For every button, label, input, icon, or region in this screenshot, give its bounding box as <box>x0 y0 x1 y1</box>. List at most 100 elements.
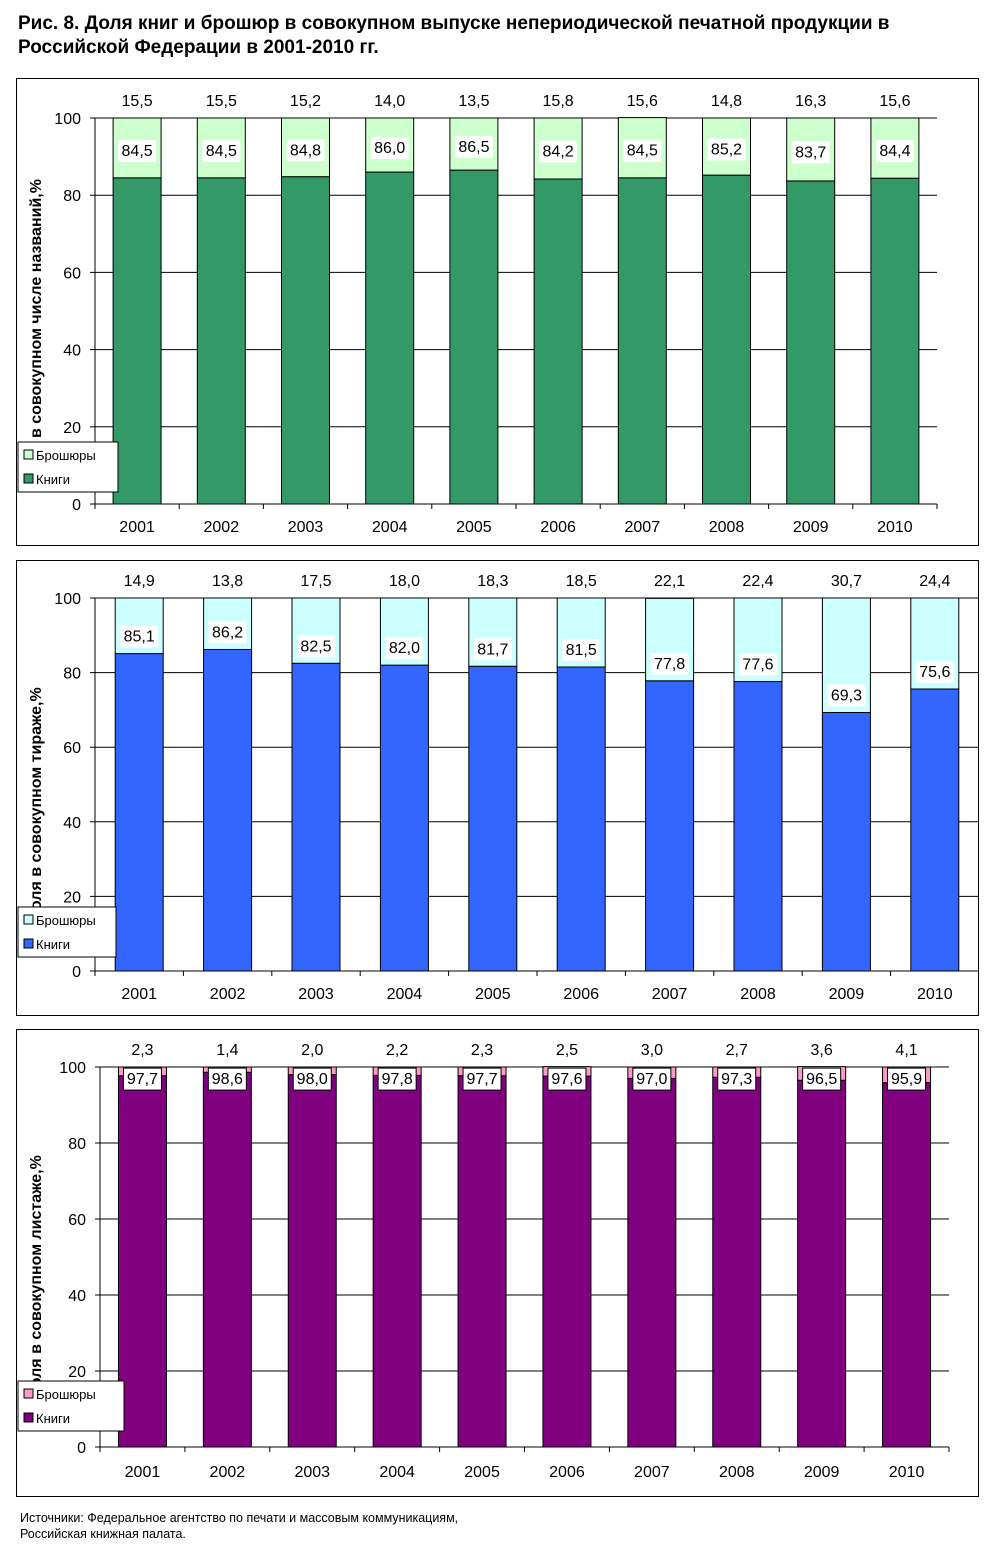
data-label-books: 98,0 <box>297 1071 328 1088</box>
legend-swatch-books <box>23 938 34 949</box>
bar-books <box>786 180 836 505</box>
x-tick-label: 2001 <box>121 986 157 1003</box>
data-label-brochures: 15,5 <box>206 93 237 110</box>
x-tick-label: 2001 <box>125 1464 161 1481</box>
data-label-brochures: 2,5 <box>556 1042 578 1059</box>
data-label-brochures: 15,5 <box>122 93 153 110</box>
data-label-brochures: 14,0 <box>374 93 405 110</box>
x-tick-label: 2004 <box>379 1464 415 1481</box>
data-label-bg <box>915 661 954 684</box>
data-label-books: 86,5 <box>458 139 489 156</box>
x-tick-label: 2002 <box>210 1464 246 1481</box>
data-label-brochures: 17,5 <box>300 573 331 590</box>
data-label-books: 75,6 <box>919 664 950 681</box>
data-label-books: 96,5 <box>806 1071 837 1088</box>
data-label-books: 84,8 <box>290 142 321 159</box>
x-tick-label: 2003 <box>288 519 324 536</box>
y-axis-title: Доля в совокупном тираже,% <box>28 687 45 921</box>
data-label-books: 84,2 <box>543 143 574 160</box>
data-label-bg <box>120 625 159 648</box>
data-label-brochures: 2,0 <box>301 1042 323 1059</box>
data-label-brochures: 2,3 <box>131 1042 153 1059</box>
data-label-bg <box>539 140 578 163</box>
y-tick-label: 80 <box>68 1136 86 1153</box>
bar-books <box>702 174 751 505</box>
data-label-brochures: 22,4 <box>742 573 773 590</box>
bar-books <box>533 178 583 505</box>
y-tick-label: 80 <box>63 188 81 205</box>
data-label-brochures: 13,5 <box>458 93 489 110</box>
y-tick-label: 40 <box>68 1288 86 1305</box>
data-label-books: 84,4 <box>879 143 910 160</box>
bar-books <box>627 1077 677 1448</box>
data-label-brochures: 2,7 <box>726 1042 748 1059</box>
data-label-books: 81,7 <box>477 641 508 658</box>
data-label-brochures: 15,2 <box>290 93 321 110</box>
data-label-brochures: 24,4 <box>919 573 950 590</box>
x-tick-label: 2004 <box>372 519 408 536</box>
data-label-brochures: 18,0 <box>389 573 420 590</box>
bar-books <box>379 664 429 972</box>
legend-box <box>17 441 119 493</box>
bar-books <box>617 177 667 505</box>
data-label-bg <box>297 635 335 658</box>
bar-books <box>821 712 871 972</box>
bar-books <box>542 1075 592 1448</box>
source-line-1: Источники: Федеральное агентство по печа… <box>20 1511 459 1525</box>
bar-books <box>365 171 415 505</box>
data-label-bg <box>562 639 601 662</box>
x-tick-label: 2006 <box>549 1464 585 1481</box>
data-label-books: 97,7 <box>466 1071 497 1088</box>
y-tick-label: 40 <box>63 815 81 832</box>
y-tick-label: 0 <box>77 1440 86 1457</box>
y-tick-label: 80 <box>63 666 81 683</box>
y-tick-label: 20 <box>63 420 81 437</box>
x-tick-label: 2002 <box>210 986 246 1003</box>
data-label-books: 97,3 <box>721 1071 752 1088</box>
bar-books <box>287 1074 337 1448</box>
legend-label-brochures: Брошюры <box>36 448 96 463</box>
data-label-bg <box>370 137 409 160</box>
bar-books <box>910 688 960 972</box>
data-label-bg <box>547 1067 587 1091</box>
x-tick-label: 2009 <box>804 1464 840 1481</box>
data-label-bg <box>202 139 241 162</box>
data-label-bg <box>292 1067 332 1091</box>
data-label-bg <box>462 1067 502 1091</box>
x-tick-label: 2010 <box>917 986 953 1003</box>
data-label-brochures: 15,8 <box>543 93 574 110</box>
data-label-books: 77,6 <box>742 657 773 674</box>
legend-label-books: Книги <box>36 472 70 487</box>
x-tick-label: 2005 <box>456 519 492 536</box>
data-label-bg <box>632 1067 672 1091</box>
y-tick-label: 20 <box>63 889 81 906</box>
bar-books <box>645 680 695 972</box>
y-tick-label: 60 <box>63 265 81 282</box>
legend-swatch-brochures <box>23 1388 34 1399</box>
bar-books <box>449 169 499 505</box>
y-tick-label: 60 <box>63 740 81 757</box>
source-note: Источники: Федеральное агентство по печа… <box>20 1510 458 1542</box>
data-label-bg <box>377 1067 417 1091</box>
data-label-books: 97,0 <box>636 1071 667 1088</box>
data-label-books: 84,5 <box>206 143 237 160</box>
legend-swatch-brochures <box>23 914 34 925</box>
bar-books <box>870 177 920 505</box>
y-axis-title: Доля в совокупном числе названий,% <box>28 179 45 483</box>
data-label-bg <box>875 140 914 163</box>
data-label-bg <box>707 138 746 161</box>
bar-books <box>112 177 162 505</box>
data-label-books: 86,0 <box>374 140 405 157</box>
x-tick-label: 2002 <box>204 519 240 536</box>
data-label-books: 84,5 <box>627 143 658 160</box>
data-label-books: 85,1 <box>124 629 155 646</box>
bar-books <box>556 666 606 972</box>
x-tick-label: 2007 <box>652 986 688 1003</box>
data-label-brochures: 2,2 <box>386 1042 408 1059</box>
legend-label-brochures: Брошюры <box>36 913 96 928</box>
bar-books <box>117 1075 167 1448</box>
data-label-books: 95,9 <box>891 1071 922 1088</box>
data-label-books: 83,7 <box>795 144 826 161</box>
data-label-brochures: 3,0 <box>641 1042 663 1059</box>
bar-books <box>291 662 341 972</box>
